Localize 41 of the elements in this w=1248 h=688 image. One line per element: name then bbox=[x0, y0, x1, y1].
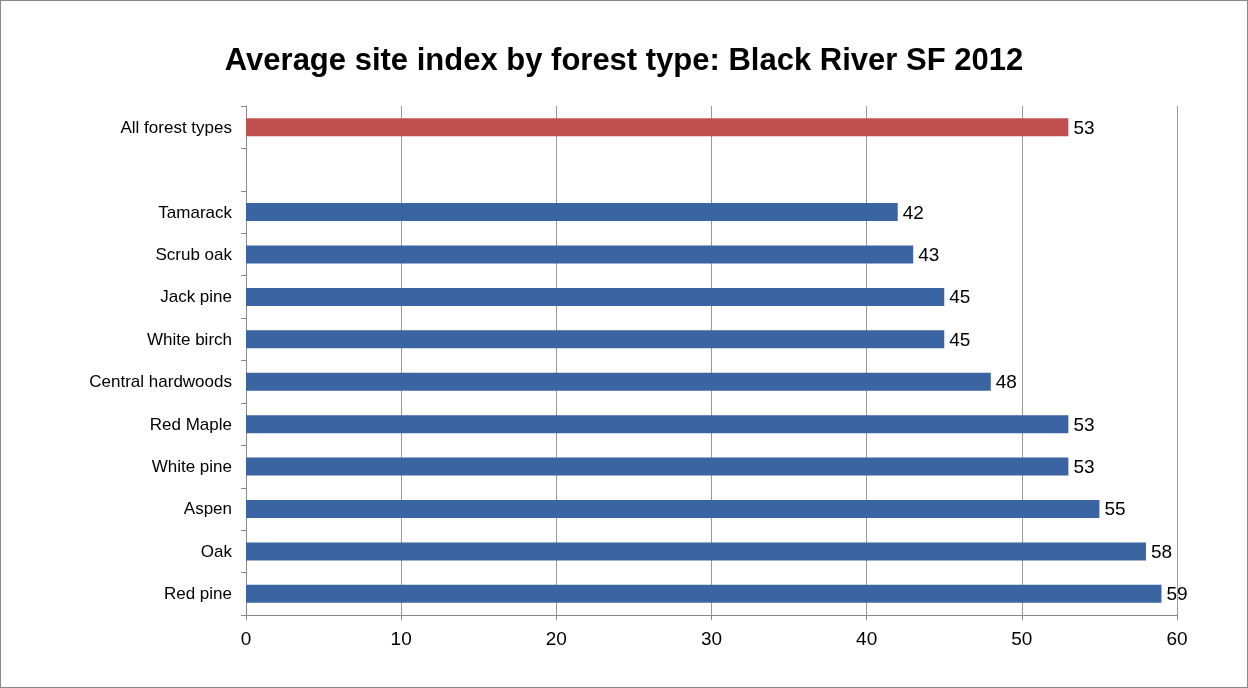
data-label: 45 bbox=[949, 286, 971, 308]
bar bbox=[246, 203, 898, 222]
bar bbox=[246, 499, 1100, 518]
bar bbox=[246, 542, 1146, 561]
y-tick-label: White pine bbox=[151, 457, 232, 477]
x-tick-label: 20 bbox=[545, 628, 567, 649]
bar bbox=[246, 457, 1069, 476]
bar bbox=[246, 415, 1069, 434]
bar bbox=[246, 287, 945, 306]
x-tick-label: 50 bbox=[1011, 628, 1033, 649]
x-tick-label: 30 bbox=[700, 628, 723, 649]
data-label: 45 bbox=[949, 328, 971, 350]
y-tick-label: Oak bbox=[200, 541, 233, 561]
bar bbox=[246, 372, 991, 391]
y-tick-label: All forest types bbox=[120, 117, 232, 137]
x-tick-label: 40 bbox=[856, 628, 878, 649]
y-tick-label: Central hardwoods bbox=[89, 372, 232, 392]
x-tick-label: 60 bbox=[1166, 628, 1188, 649]
y-tick-label: Jack pine bbox=[160, 287, 232, 307]
data-label: 59 bbox=[1166, 583, 1188, 605]
y-tick-label: Red Maple bbox=[149, 414, 232, 434]
x-tick-label: 10 bbox=[390, 628, 412, 649]
y-tick-label: Red pine bbox=[163, 584, 232, 604]
data-label: 58 bbox=[1150, 540, 1173, 562]
data-label: 42 bbox=[902, 201, 924, 223]
data-label: 48 bbox=[995, 371, 1017, 393]
data-label: 43 bbox=[918, 243, 940, 265]
chart-title: Average site index by forest type: Black River SF 2012 bbox=[224, 42, 1024, 77]
y-tick-label: Aspen bbox=[183, 499, 232, 519]
x-tick-label: 0 bbox=[240, 628, 252, 649]
y-tick-label: White birch bbox=[146, 329, 232, 349]
bar bbox=[246, 330, 945, 349]
bar bbox=[246, 245, 914, 264]
data-label: 53 bbox=[1073, 413, 1095, 435]
bar bbox=[246, 584, 1162, 603]
y-tick-label: Tamarack bbox=[158, 202, 233, 222]
y-tick-label: Scrub oak bbox=[155, 244, 233, 264]
data-label: 55 bbox=[1104, 498, 1126, 520]
data-label: 53 bbox=[1073, 456, 1095, 478]
data-label: 53 bbox=[1073, 116, 1095, 138]
bar bbox=[246, 118, 1069, 137]
